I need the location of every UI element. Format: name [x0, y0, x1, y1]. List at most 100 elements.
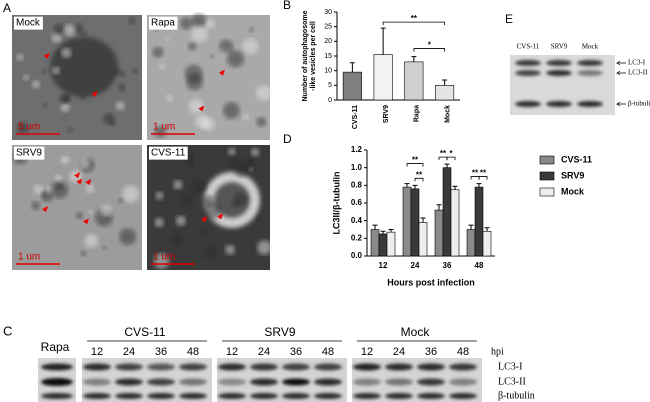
blot-band [83, 363, 111, 371]
texture [257, 240, 272, 255]
error-bar [444, 163, 450, 168]
texture [85, 184, 95, 193]
lane-label: SRV9 [551, 43, 568, 51]
y-tick-label: 20 [324, 38, 332, 45]
panel-letter: E [505, 12, 513, 26]
panel-letter: D [283, 132, 292, 146]
texture [180, 17, 193, 30]
texture [16, 53, 24, 61]
blot-band [115, 363, 143, 371]
y-tick-label: 5 [328, 82, 332, 89]
em-image [12, 15, 142, 140]
x-tick-label: SRV9 [383, 105, 390, 123]
significance-bracket [382, 21, 446, 26]
label-box [14, 16, 43, 30]
blot-band [353, 363, 381, 371]
blot-band [218, 378, 246, 386]
scale-label: 1 um [18, 252, 40, 263]
y-tick-label: 0.4 [351, 216, 363, 225]
x-tick-label: Rapa [414, 105, 421, 122]
texture [158, 63, 165, 70]
y-tick-label: 0 [328, 97, 332, 104]
panel-letter: C [3, 323, 12, 338]
bar [402, 186, 412, 257]
label-box [149, 16, 178, 30]
texture [54, 174, 63, 183]
x-tick-label: 24 [411, 261, 420, 270]
arrow [91, 90, 98, 97]
legend-label: Mock [561, 186, 585, 196]
y-axis-label: -like vesicles per cell [310, 21, 317, 91]
arrow [76, 178, 83, 185]
blot-band [250, 378, 278, 386]
nucleus [50, 37, 118, 97]
arrow [198, 105, 205, 112]
x-tick-label: CVS-11 [352, 105, 359, 129]
error-bar [484, 227, 490, 232]
blot-band [41, 393, 73, 399]
legend-swatch [539, 171, 555, 181]
arrow [218, 69, 225, 76]
blot-band [41, 378, 73, 386]
group-label: Mock [401, 325, 431, 339]
legend-swatch [539, 187, 555, 197]
unit-label: hpi [491, 346, 504, 357]
significance-label: * [428, 41, 432, 50]
texture [17, 122, 29, 134]
arrow [83, 218, 90, 225]
texture [251, 148, 260, 157]
band-label: LC3-II [498, 376, 526, 387]
texture [233, 161, 249, 178]
texture [59, 93, 70, 104]
texture [179, 193, 194, 207]
texture [226, 50, 245, 68]
texture [80, 250, 87, 257]
texture [153, 253, 170, 269]
bar [386, 231, 396, 257]
band-label: LC3-I [628, 59, 646, 67]
bar [370, 229, 380, 257]
texture [88, 209, 94, 215]
texture [202, 195, 215, 207]
blot-band [417, 393, 445, 399]
blot-band [546, 101, 572, 107]
timepoint-label: 24 [258, 346, 270, 358]
blot-band [577, 70, 603, 76]
texture [41, 192, 47, 198]
error-bar [380, 27, 386, 55]
blot-band [115, 393, 143, 399]
label-box [149, 146, 188, 160]
blot-band [417, 363, 445, 371]
em-image [12, 145, 142, 270]
timepoint-label: 24 [393, 346, 405, 358]
texture [132, 68, 139, 75]
texture [31, 201, 40, 210]
timepoint-label: 36 [425, 346, 437, 358]
texture [67, 127, 74, 133]
x-tick-label: 12 [379, 261, 388, 270]
error-bar [420, 217, 426, 223]
legend-swatch [539, 155, 555, 165]
texture [233, 192, 248, 207]
texture [190, 178, 207, 194]
texture [228, 147, 236, 156]
texture [115, 101, 125, 111]
blot-band [41, 363, 73, 371]
blot-band [577, 101, 603, 107]
significance-label: ** [472, 169, 479, 178]
bar [410, 188, 420, 257]
band-label: β-tubulin [628, 100, 650, 108]
timepoint-label: 36 [155, 346, 167, 358]
texture [256, 215, 263, 222]
timepoint-label: 12 [226, 346, 238, 358]
texture [195, 114, 210, 129]
blot-band [385, 378, 413, 386]
band-arrow [615, 101, 626, 107]
texture [165, 36, 170, 41]
texture [118, 198, 124, 204]
band-arrow [615, 70, 626, 76]
texture [60, 102, 70, 112]
texture [191, 13, 207, 29]
texture [188, 98, 204, 114]
texture [242, 38, 259, 55]
